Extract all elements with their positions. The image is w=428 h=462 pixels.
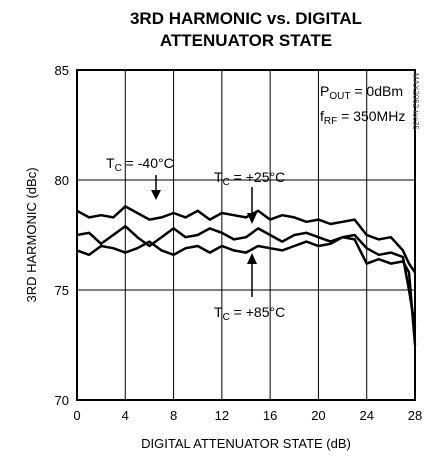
- figure-code: MAX2062 toc35: [411, 73, 420, 130]
- chart-title-line-2: ATTENUATOR STATE: [160, 31, 332, 50]
- chart-title-line-1: 3RD HARMONIC vs. DIGITAL: [130, 9, 362, 28]
- tick-labels: 0 4 8 12 16 20 24 28 70 75 80 85: [55, 63, 423, 423]
- series-label-plus25: TC = +25°C: [214, 169, 285, 188]
- arrow-minus40-head: [151, 190, 161, 200]
- condition-pout: POUT = 0dBm: [320, 83, 403, 102]
- x-axis-label: DIGITAL ATTENUATOR STATE (dB): [141, 436, 351, 451]
- series-label-minus40: TC = -40°C: [106, 155, 174, 174]
- arrow-plus25-head: [247, 213, 257, 224]
- x-tick-label: 28: [408, 408, 422, 423]
- plot-frame: [76, 69, 416, 401]
- x-tick-label: 0: [73, 408, 80, 423]
- y-tick-label: 80: [55, 173, 69, 188]
- series-label-plus85: TC = +85°C: [214, 304, 285, 323]
- series-line-2: [76, 235, 417, 346]
- condition-frf: fRF = 350MHz: [320, 108, 405, 127]
- series-line-1: [76, 224, 417, 328]
- x-tick-label: 24: [359, 408, 373, 423]
- x-tick-label: 20: [311, 408, 325, 423]
- x-tick-label: 8: [170, 408, 177, 423]
- x-tick-label: 4: [122, 408, 129, 423]
- arrow-plus85-head: [247, 253, 257, 264]
- y-axis-label: 3RD HARMONIC (dBc): [24, 167, 39, 302]
- y-tick-label: 85: [55, 63, 69, 78]
- series-line-0: [76, 205, 417, 274]
- x-tick-label: 12: [215, 408, 229, 423]
- x-tick-label: 16: [263, 408, 277, 423]
- y-tick-label: 70: [55, 393, 69, 408]
- annotation-arrows: [151, 175, 257, 297]
- y-tick-label: 75: [55, 283, 69, 298]
- series-group: [76, 205, 417, 346]
